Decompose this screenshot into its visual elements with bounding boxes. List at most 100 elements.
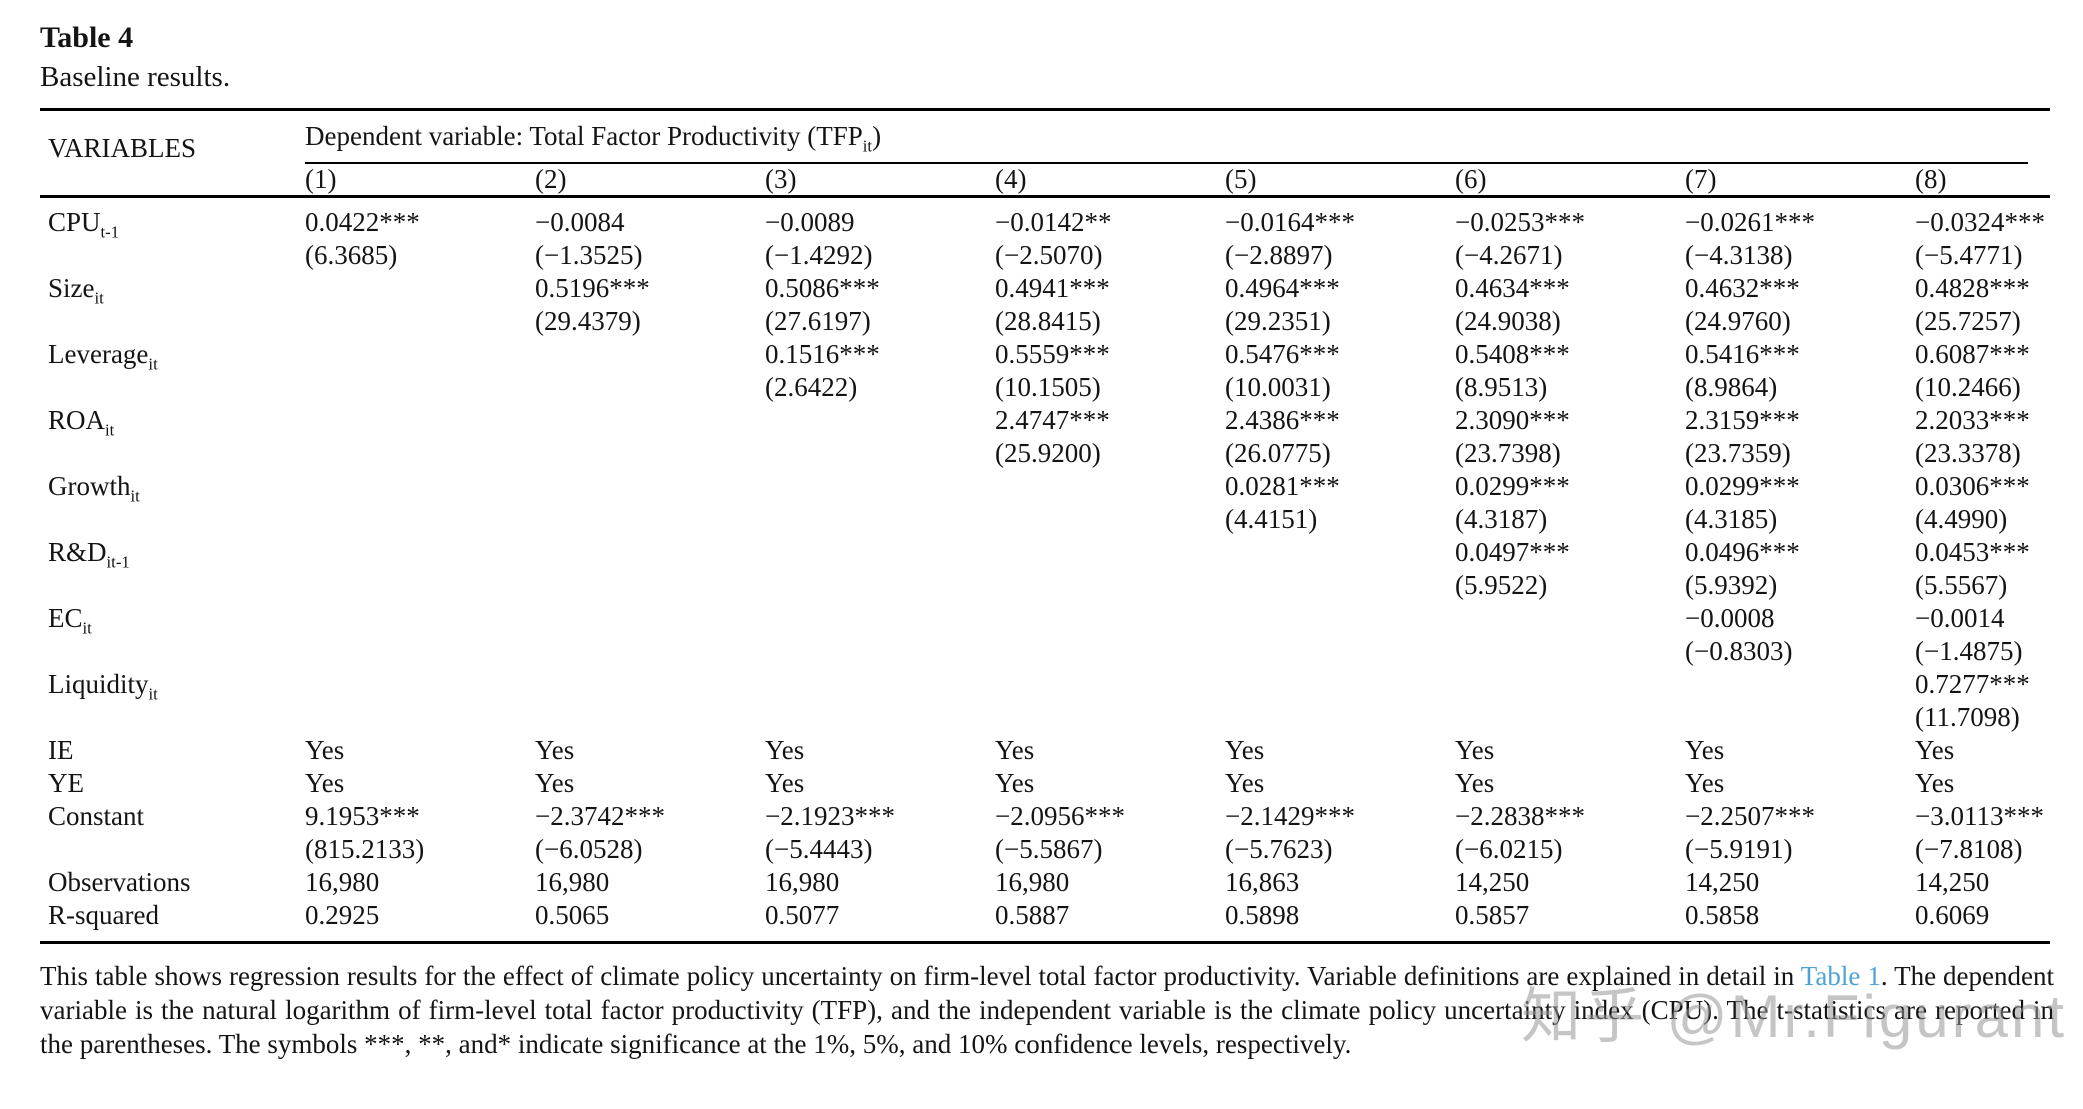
row-label-subscript: it — [148, 684, 158, 704]
coef-cell: 2.4386*** — [1225, 405, 1340, 435]
coef-cell: 0.4634*** — [1455, 273, 1570, 303]
coef-cell — [535, 602, 765, 635]
coef-cell: −0.0261*** — [1685, 207, 1815, 237]
column-header-2: (2) — [535, 164, 765, 198]
table-row: R-squared 0.2925 0.5065 0.5077 0.5887 0.5898 0… — [40, 899, 2050, 943]
table-row: Liquidityit 0.7277*** — [40, 668, 2050, 704]
coef-cell: 16,863 — [1225, 867, 1300, 897]
coef-cell: Yes — [765, 768, 805, 798]
column-header-7: (7) — [1685, 164, 1915, 198]
tstat-cell: (5.9522) — [1455, 570, 1548, 600]
table-1-link[interactable]: Table 1 — [1800, 961, 1881, 991]
coef-cell: −0.0089 — [765, 207, 855, 237]
tstat-cell — [305, 305, 535, 338]
coef-cell: 0.5086*** — [765, 273, 880, 303]
coef-cell — [1225, 536, 1455, 569]
coef-cell: 0.1516*** — [765, 339, 880, 369]
coef-cell: 14,250 — [1915, 867, 1990, 897]
coef-cell: 0.0422*** — [305, 207, 420, 237]
table-row: Growthit 0.0281*** 0.0299*** 0.0299*** 0.030… — [40, 470, 2050, 504]
coef-cell: 0.5476*** — [1225, 339, 1340, 369]
dep-var-prefix: Dependent variable: Total Factor Product… — [305, 121, 863, 151]
coef-cell: 0.4941*** — [995, 273, 1110, 303]
coef-cell: 0.5077 — [765, 900, 840, 930]
tstat-cell — [305, 701, 535, 734]
coef-cell: 0.6087*** — [1915, 339, 2030, 369]
table-row-tstat: (2.6422) (10.1505) (10.0031) (8.9513) (8.986… — [40, 371, 2050, 404]
coef-cell — [535, 536, 765, 569]
row-label: YE — [40, 767, 305, 800]
coef-cell: Yes — [765, 735, 805, 765]
coef-cell: Yes — [1915, 768, 1955, 798]
coef-cell: Yes — [1225, 735, 1265, 765]
coef-cell — [995, 470, 1225, 503]
coef-cell: 0.0281*** — [1225, 471, 1340, 501]
tstat-cell — [1455, 701, 1685, 734]
tstat-cell: (−5.9191) — [1685, 834, 1793, 864]
tstat-cell: (28.8415) — [995, 306, 1101, 336]
row-label-subscript: it — [148, 354, 158, 374]
coef-cell — [1685, 668, 1915, 701]
column-header-3: (3) — [765, 164, 995, 198]
row-label-subscript: it — [105, 420, 115, 440]
tstat-cell — [1225, 701, 1455, 734]
results-table-body: CPUt-1 0.0422*** −0.0084 −0.0089 −0.0142** −0… — [40, 197, 2050, 943]
coef-cell: 16,980 — [765, 867, 840, 897]
coef-cell — [535, 470, 765, 503]
coef-cell — [995, 668, 1225, 701]
coef-cell — [535, 668, 765, 701]
tstat-cell: (−5.5867) — [995, 834, 1103, 864]
tstat-cell: (25.9200) — [995, 438, 1101, 468]
row-label-text: Leverage — [48, 339, 149, 369]
tstat-cell — [1455, 635, 1685, 668]
coef-cell: Yes — [535, 735, 575, 765]
row-label: R&Dit-1 — [40, 536, 305, 572]
coef-cell: Yes — [305, 768, 345, 798]
table-row: ECit −0.0008 −0.0014 — [40, 602, 2050, 638]
coef-cell: Yes — [995, 735, 1035, 765]
coef-cell: 2.4747*** — [995, 405, 1110, 435]
tstat-cell: (−6.0528) — [535, 834, 643, 864]
column-header-1: (1) — [305, 164, 535, 198]
coef-cell: −0.0014 — [1915, 603, 2005, 633]
tstat-cell: (8.9513) — [1455, 372, 1548, 402]
row-label: R-squared — [40, 899, 305, 943]
table-row: ROAit 2.4747*** 2.4386*** 2.3090*** 2.3159**… — [40, 404, 2050, 440]
row-label-text: IE — [48, 735, 74, 765]
coef-cell: 0.5416*** — [1685, 339, 1800, 369]
tstat-cell: (−1.4875) — [1915, 636, 2023, 666]
row-label-text: Constant — [48, 801, 145, 831]
coef-cell: Yes — [535, 768, 575, 798]
coef-cell: −2.2838*** — [1455, 801, 1585, 831]
row-label-subscript: it — [82, 618, 92, 638]
coef-cell: Yes — [1685, 735, 1725, 765]
tstat-cell: (−5.4443) — [765, 834, 873, 864]
coef-cell: 0.0496*** — [1685, 537, 1800, 567]
tstat-cell: (−1.3525) — [535, 240, 643, 270]
row-label-spacer — [40, 239, 305, 272]
coef-cell — [1455, 602, 1685, 635]
row-label-text: CPU — [48, 207, 101, 237]
coef-cell: Yes — [305, 735, 345, 765]
tstat-cell — [535, 635, 765, 668]
coef-cell: −0.0142** — [995, 207, 1112, 237]
dependent-variable-header: Dependent variable: Total Factor Product… — [305, 110, 2050, 164]
table-row-tstat: (29.4379) (27.6197) (28.8415) (29.2351) (24.… — [40, 305, 2050, 338]
coef-cell: 0.0497*** — [1455, 537, 1570, 567]
row-label-subscript: it-1 — [106, 552, 130, 572]
row-label-spacer — [40, 635, 305, 668]
coef-cell: Yes — [1455, 735, 1495, 765]
row-label-text: Growth — [48, 471, 131, 501]
tstat-cell: (−4.3138) — [1685, 240, 1793, 270]
dep-var-subscript: it — [862, 136, 873, 156]
coef-cell — [305, 602, 535, 635]
coef-cell: −3.0113*** — [1915, 801, 2044, 831]
row-label-text: Size — [48, 273, 95, 303]
tstat-cell: (6.3685) — [305, 240, 398, 270]
tstat-cell: (−0.8303) — [1685, 636, 1793, 666]
tstat-cell: (−7.8108) — [1915, 834, 2023, 864]
coef-cell: 2.2033*** — [1915, 405, 2030, 435]
row-label-spacer — [40, 701, 305, 734]
table-subtitle: Baseline results. — [40, 61, 231, 93]
